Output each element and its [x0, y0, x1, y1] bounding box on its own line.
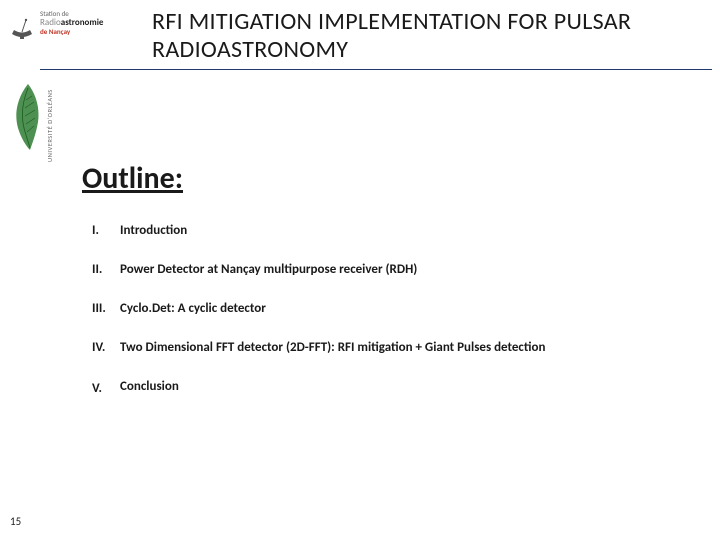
outline-roman: II. [92, 262, 120, 277]
slide-header: Station de Radioastronomie de Nançay RFI… [0, 0, 720, 76]
radio-dish-icon [8, 14, 36, 42]
title-divider [40, 69, 712, 70]
orleans-logo: UNIVERSITÉ D'ORLÉANS [10, 80, 56, 170]
nancay-logo: Station de Radioastronomie de Nançay [6, 8, 146, 48]
outline-list: I. Introduction II. Power Detector at Na… [82, 223, 700, 397]
outline-text: Introduction [120, 223, 700, 238]
outline-roman: V. [92, 379, 120, 397]
outline-text: Cyclo.Det: A cyclic detector [120, 301, 700, 316]
slide-content: Outline: I. Introduction II. Power Detec… [82, 160, 700, 421]
outline-roman: I. [92, 223, 120, 238]
outline-item: I. Introduction [92, 223, 700, 238]
outline-heading: Outline: [82, 160, 700, 197]
leaf-icon [14, 82, 42, 152]
outline-item: IV. Two Dimensional FFT detector (2D-FFT… [92, 340, 700, 355]
orleans-label: UNIVERSITÉ D'ORLÉANS [46, 86, 56, 166]
outline-text: Two Dimensional FFT detector (2D-FFT): R… [120, 340, 700, 355]
outline-item: III. Cyclo.Det: A cyclic detector [92, 301, 700, 316]
logo-nancay-label: de Nançay [40, 28, 103, 36]
outline-text: Power Detector at Nançay multipurpose re… [120, 262, 700, 277]
outline-item: V. Conclusion [92, 379, 700, 397]
nancay-logo-text: Station de Radioastronomie de Nançay [40, 10, 103, 35]
outline-roman: IV. [92, 340, 120, 355]
outline-roman: III. [92, 301, 120, 316]
outline-item: II. Power Detector at Nançay multipurpos… [92, 262, 700, 277]
outline-text: Conclusion [120, 379, 700, 397]
page-number: 15 [10, 515, 21, 528]
